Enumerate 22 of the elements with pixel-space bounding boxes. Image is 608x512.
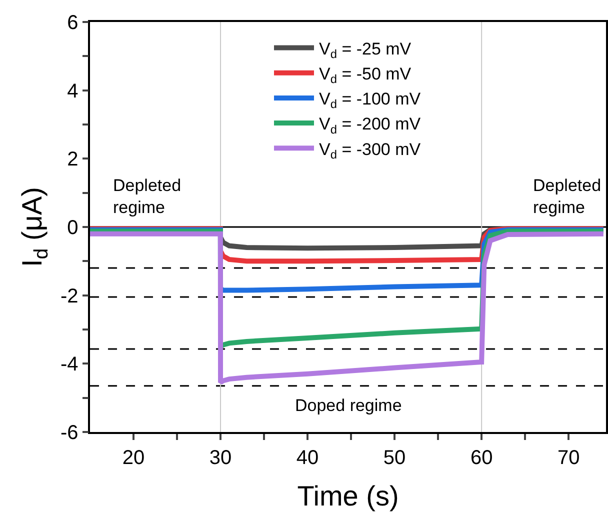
legend-label: V$_{d}$ = -50 mV (319, 64, 412, 86)
x-tick-label: 20 (122, 446, 145, 469)
annotation: Depleted regime (113, 176, 182, 218)
y-tick-label: -4 (60, 354, 78, 376)
x-tick-label: 70 (557, 446, 580, 469)
y-tick-label: -6 (60, 422, 78, 444)
y-tick-label: 0 (67, 217, 78, 239)
legend-label: V$_{d}$ = -25 mV (319, 39, 412, 61)
x-tick-label: 60 (470, 446, 493, 469)
x-tick-label: 50 (383, 446, 406, 469)
x-axis-title: Time (s) (297, 480, 399, 512)
legend-label: V$_{d}$ = -100 mV (319, 90, 422, 112)
legend-label: V$_{d}$ = -300 mV (319, 140, 422, 162)
annotation: Doped regime (295, 396, 402, 415)
annotation: Depleted regime (533, 176, 602, 218)
y-tick-label: 6 (67, 12, 78, 34)
x-tick-label: 40 (296, 446, 319, 469)
y-tick-label: 4 (67, 80, 78, 102)
x-tick-label: 30 (209, 446, 232, 469)
y-tick-label: -2 (60, 285, 78, 308)
legend-label: V$_{d}$ = -200 mV (319, 114, 422, 136)
y-tick-label: 2 (67, 148, 78, 171)
